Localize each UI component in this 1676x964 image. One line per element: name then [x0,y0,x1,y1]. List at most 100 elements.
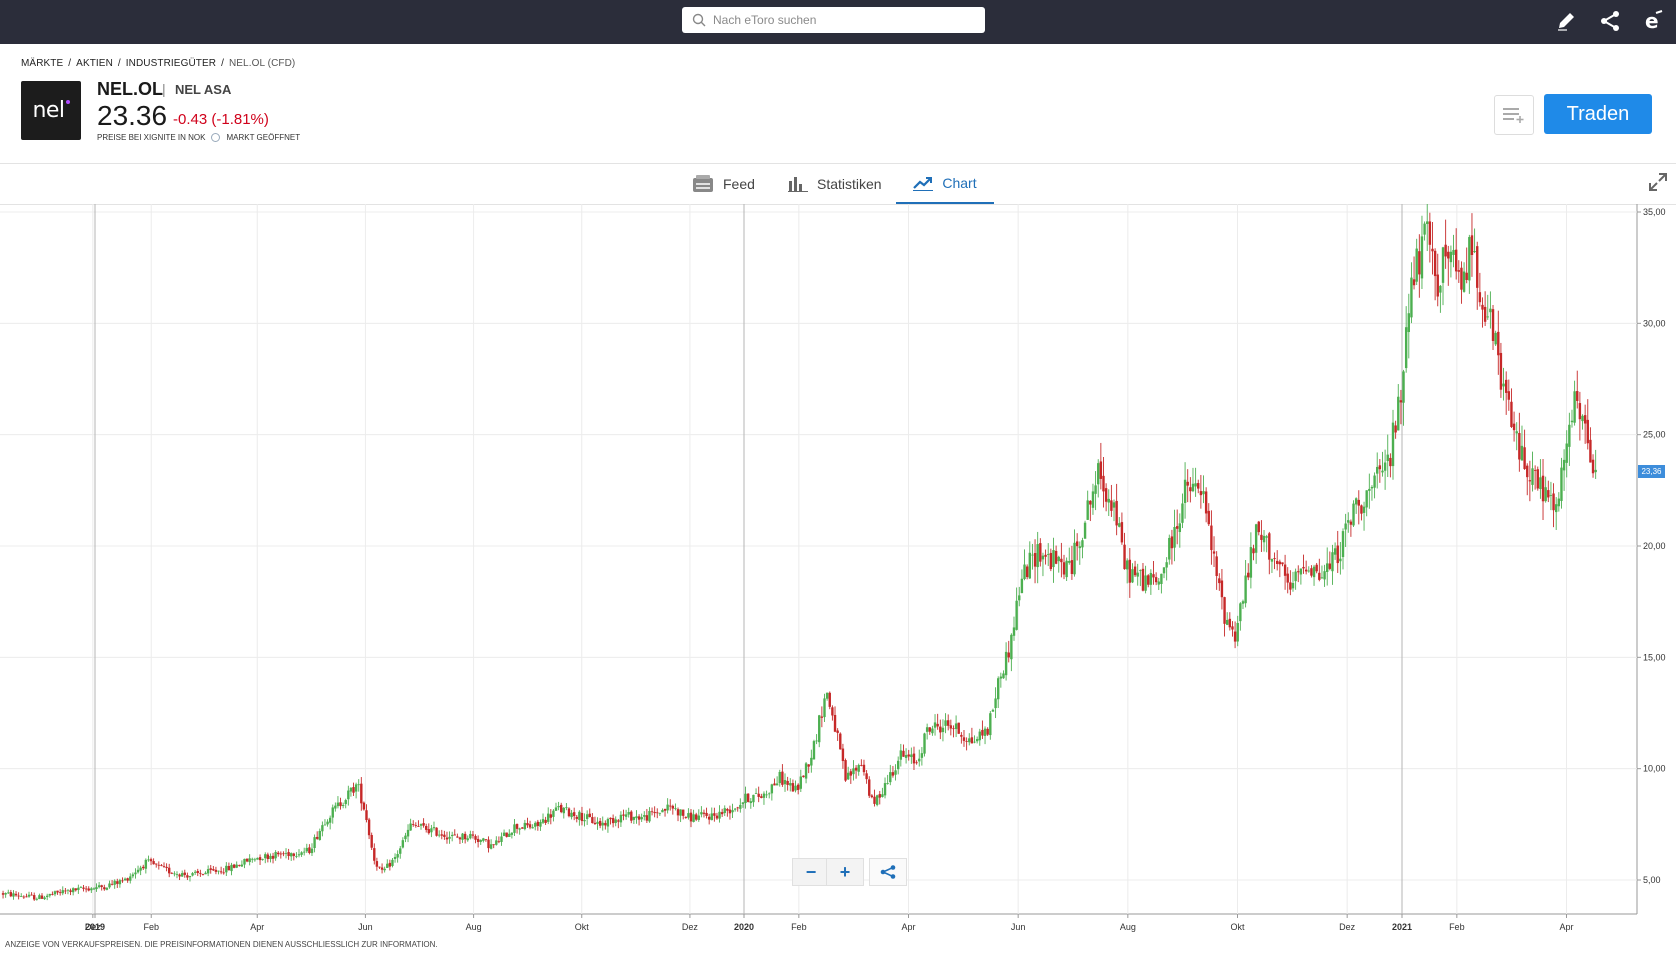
candle-body [931,728,934,734]
candle-body [1378,465,1382,470]
current-price: 23.36 [97,100,168,131]
candle-body [1470,235,1474,255]
candle-body [321,825,324,832]
trade-button[interactable]: Traden [1544,94,1652,134]
candle-body [1170,536,1174,549]
candle-body [627,812,630,815]
candle-body [1486,316,1489,318]
candle-body [1083,522,1087,539]
candle-body [886,783,889,784]
candle-body [105,887,109,890]
candle-body [1383,462,1387,471]
candle-body [1,893,5,895]
candle-body [549,814,553,818]
candle-body [1302,566,1305,569]
candle-body [844,760,847,781]
candle-body [196,871,199,873]
candle-body [116,881,119,884]
candle-body [666,804,669,811]
breadcrumb-markets[interactable]: MÄRKTE [21,58,64,69]
x-tick-label: Feb [1449,922,1465,932]
candle-body [925,727,929,732]
candle-body [986,728,989,735]
tab-feed[interactable]: Feed [692,164,755,204]
candle-body [1412,279,1416,286]
etoro-logo-icon[interactable]: e [1641,8,1667,34]
candle-body [593,822,597,825]
candle-body [45,895,49,898]
candle-body [183,872,186,875]
candle-body [700,812,703,815]
candle-body [1033,553,1037,567]
zoom-in-button[interactable]: + [826,858,864,886]
candle-body [645,815,649,821]
zoom-out-button[interactable]: − [792,858,830,886]
candle-body [663,808,667,811]
candle-body [723,808,726,814]
candle-body [1028,552,1031,579]
x-tick-label: 2021 [1392,922,1412,932]
candle-body [1431,248,1434,252]
candle-body [1594,469,1597,473]
candle-body [1239,603,1242,622]
candle-body [1323,571,1326,580]
candle-body [1565,443,1568,463]
candle-body [422,823,425,826]
candle-body [69,890,72,892]
share-icon[interactable] [1597,8,1623,34]
tab-chart[interactable]: Chart [896,164,994,204]
company-name: NEL ASA [175,82,232,97]
breadcrumb-industrials[interactable]: INDUSTRIEGÜTER [125,58,217,69]
candle-body [1368,488,1371,491]
breadcrumb-stocks[interactable]: AKTIEN [76,58,113,69]
candle-body [565,807,568,809]
candle-body [1436,274,1439,297]
candle-body [1265,536,1268,538]
candle-body [77,887,80,891]
candle-body [1039,543,1042,562]
candle-body [833,714,837,732]
candle-body [752,794,755,803]
candle-body [349,787,353,792]
tab-statistics[interactable]: Statistiken [788,164,882,204]
fullscreen-icon[interactable] [1648,172,1668,192]
candle-body [754,793,758,794]
chart-share-button[interactable] [869,858,907,886]
candle-body [1215,556,1218,576]
candle-body [365,810,368,821]
candle-body [186,875,189,878]
candle-body [904,755,908,758]
candle-body [630,811,633,821]
pencil-icon[interactable] [1553,8,1579,34]
candle-body [757,793,760,797]
candle-body [508,833,511,837]
candle-body [1025,566,1029,578]
candle-body [891,772,895,776]
candle-body [341,805,345,806]
candle-body [14,893,18,896]
candle-body [1220,580,1224,598]
line-chart-icon [913,177,934,191]
candle-body [1423,223,1426,235]
candle-body [1544,487,1547,502]
search-input[interactable]: Nach eToro suchen [682,7,985,33]
candle-body [1191,483,1195,492]
candle-body [1328,563,1332,569]
add-to-watchlist-button[interactable] [1494,95,1534,135]
candle-body [417,826,420,827]
price-chart[interactable]: 5,0010,0015,0020,0025,0030,0035,00Dez201… [0,204,1676,940]
candle-body [765,794,768,796]
candle-body [118,880,122,885]
market-status: MARKT GEÖFFNET [226,133,301,142]
candle-body [1549,495,1553,496]
candle-body [300,852,303,855]
candle-body [1107,498,1110,503]
candle-body [689,812,693,822]
candle-body [1381,470,1384,473]
candle-body [1099,461,1103,479]
breadcrumb-current: NEL.OL (CFD) [228,58,296,69]
candle-body [219,871,223,873]
clock-icon [211,133,221,142]
candle-body [635,816,638,819]
candle-body [243,858,246,865]
